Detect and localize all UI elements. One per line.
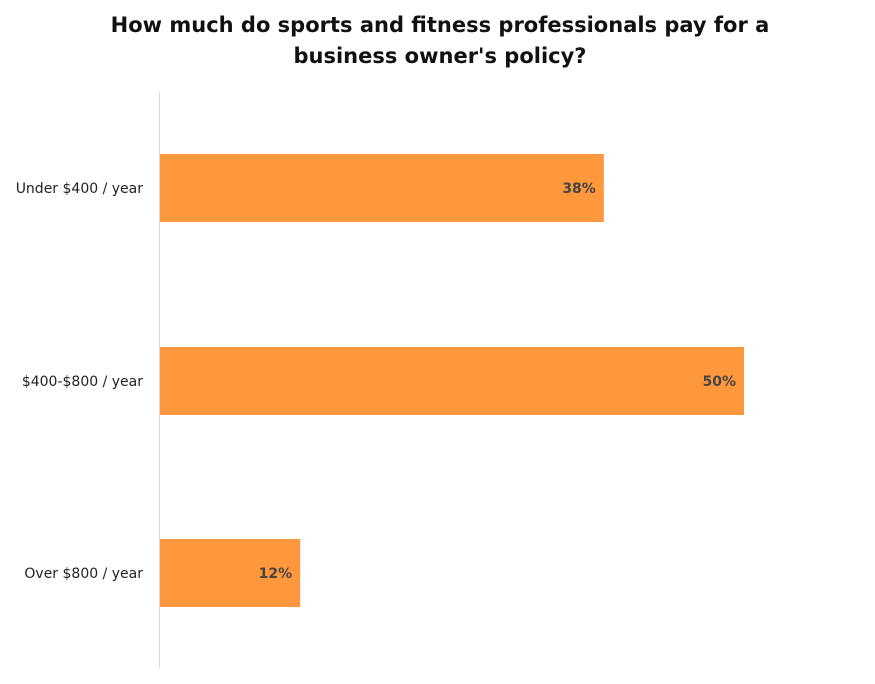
category-label-0: Under $400 / year [16,181,144,197]
data-label-1: 50% [702,374,736,390]
bar-2 [160,539,301,607]
chart-title-line-1: How much do sports and fitness professio… [110,13,770,37]
category-label-1: $400-$800 / year [22,374,143,390]
chart-title: How much do sports and fitness professio… [0,10,875,72]
bar-1 [160,347,744,415]
chart-title-line-2: business owner's policy? [293,44,587,68]
data-label-0: 38% [562,181,596,197]
bar-0 [160,154,604,222]
data-label-2: 12% [259,566,293,582]
category-label-2: Over $800 / year [24,566,143,582]
